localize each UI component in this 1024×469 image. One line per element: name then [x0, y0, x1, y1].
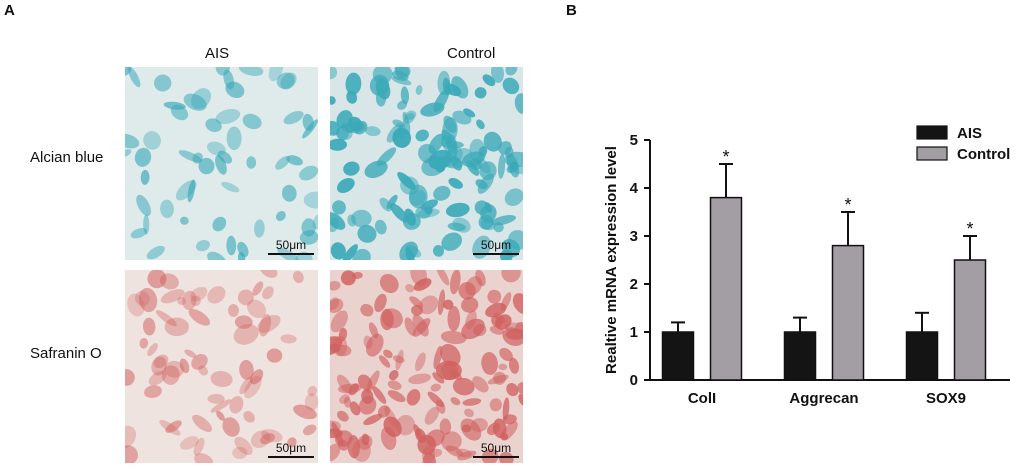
scale-bar-label: 50μm	[275, 238, 307, 252]
column-label-control: Control	[447, 45, 496, 62]
scale-bar-label: 50μm	[480, 441, 512, 455]
legend-swatch-control	[916, 146, 948, 161]
bar-ais-aggrecan	[783, 331, 817, 381]
legend-label-ais: AIS	[957, 125, 982, 142]
scale-bar-alcian-ais: 50μm	[268, 238, 314, 255]
scale-bar-safranin-control: 50μm	[473, 441, 519, 458]
y-tick-label: 1	[630, 324, 638, 341]
y-tick-label: 2	[630, 276, 638, 293]
panel-b-letter: B	[566, 2, 577, 19]
significance-marker: *	[966, 219, 973, 239]
y-tick-label: 3	[630, 228, 638, 245]
alcian-blue-ais-micrograph	[125, 67, 318, 260]
safranin-o-ais-micrograph	[125, 270, 318, 463]
bar-control-sox9	[953, 259, 987, 381]
column-label-ais: AIS	[205, 45, 230, 62]
y-axis-label: Realtive mRNA expression level	[603, 146, 620, 374]
safranin-o-control-micrograph	[330, 270, 523, 463]
y-tick-label: 4	[630, 180, 639, 197]
scale-bar-label: 50μm	[275, 441, 307, 455]
bar-ais-coli	[661, 331, 695, 381]
y-tick-label: 5	[630, 132, 638, 149]
legend-label-control: Control	[957, 146, 1010, 163]
row-label-safranin-o: Safranin O	[30, 345, 102, 362]
significance-marker: *	[844, 195, 851, 215]
bar-control-coli	[709, 196, 743, 381]
scale-bar-safranin-ais: 50μm	[268, 441, 314, 458]
bar-control-aggrecan	[831, 244, 865, 381]
x-tick-label-sox9: SOX9	[926, 390, 966, 407]
bar-ais-sox9	[905, 331, 939, 381]
significance-marker: *	[722, 147, 729, 167]
x-tick-label-aggrecan: Aggrecan	[789, 390, 858, 407]
bar-chart: 0 1 2 3 4 5 Realtive mRNA expression level * Col…	[603, 125, 1010, 407]
y-tick-label: 0	[630, 372, 638, 389]
scale-bar-alcian-control: 50μm	[473, 238, 519, 255]
legend-swatch-ais	[916, 125, 948, 140]
x-tick-label-coli: ColI	[688, 390, 716, 407]
panel-a-letter: A	[4, 2, 15, 19]
scale-bar-label: 50μm	[480, 238, 512, 252]
row-label-alcian-blue: Alcian blue	[30, 149, 104, 166]
alcian-blue-control-micrograph	[330, 67, 523, 260]
